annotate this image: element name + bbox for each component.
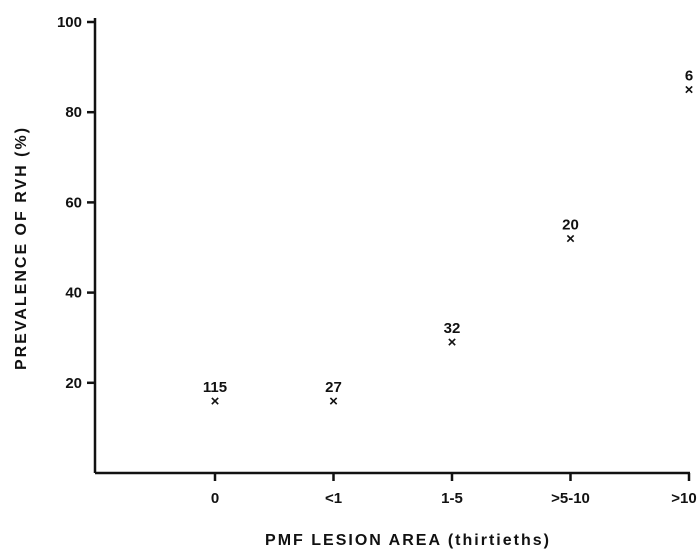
x-tick-label: >5-10: [551, 490, 590, 507]
data-points: ×115×27×32×20×6: [203, 68, 694, 410]
x-axis-title: PMF LESION AREA (thirtieths): [265, 532, 551, 549]
data-point-label: 27: [325, 379, 342, 396]
data-point-marker: ×: [566, 230, 575, 247]
y-ticks: 20 40 60 80 100: [57, 14, 95, 392]
x-tick-label: 0: [211, 490, 219, 507]
y-tick-label: 60: [65, 194, 82, 211]
x-tick-label: <1: [325, 490, 342, 507]
data-point-marker: ×: [448, 334, 457, 351]
data-point-marker: ×: [329, 393, 338, 410]
y-tick-label: 40: [65, 285, 82, 302]
y-tick-label: 20: [65, 375, 82, 392]
data-point-marker: ×: [211, 393, 220, 410]
axes: [93, 18, 690, 475]
data-point-marker: ×: [685, 82, 694, 99]
y-tick-label: 80: [65, 104, 82, 121]
y-tick-label: 100: [57, 14, 82, 31]
data-point-label: 6: [685, 68, 693, 85]
x-tick-label: >10: [671, 490, 696, 507]
data-point-label: 115: [203, 379, 227, 396]
data-point-label: 32: [444, 320, 461, 337]
data-point-label: 20: [562, 216, 579, 233]
x-tick-label: 1-5: [441, 490, 463, 507]
y-axis-title: PREVALENCE OF RVH (%): [13, 126, 30, 370]
x-ticks: 0 <1 1-5 >5-10 >10: [211, 473, 697, 507]
